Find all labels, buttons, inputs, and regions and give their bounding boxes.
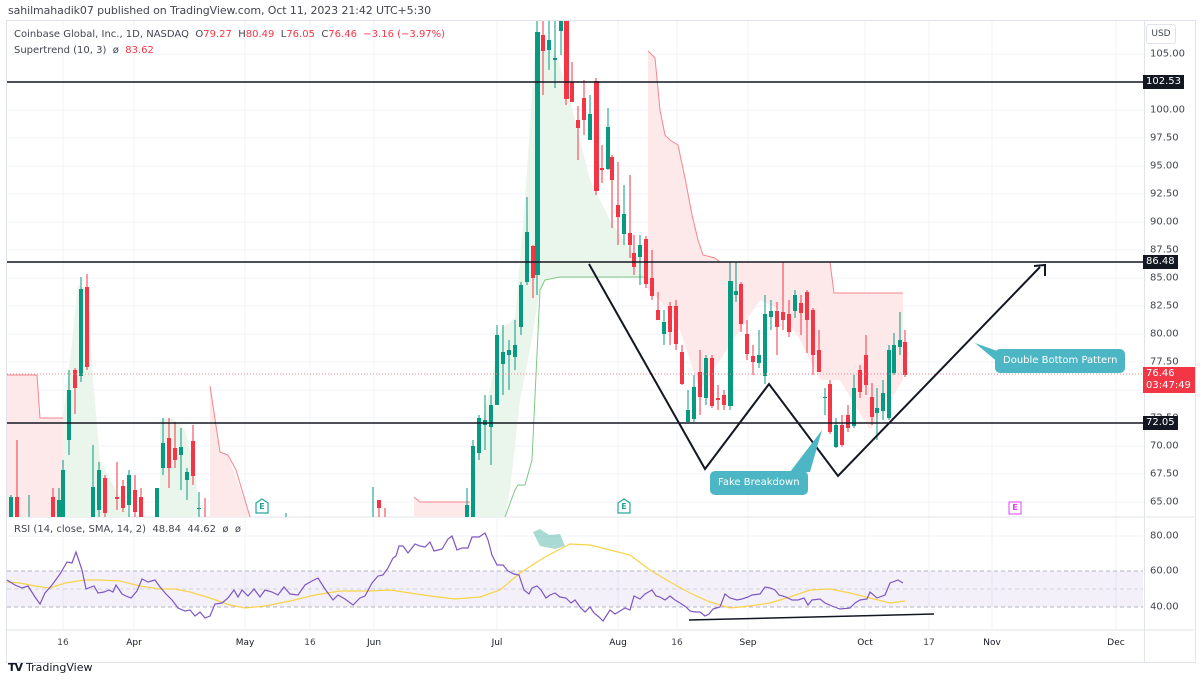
supertrend-bearish-fill [7, 51, 903, 517]
earnings-badges[interactable] [255, 498, 1022, 515]
rsi-divergence-line [688, 613, 935, 621]
footer-branding: TV TradingView [8, 661, 93, 674]
rsi-sma-line [6, 543, 906, 609]
price-axis-frame [1144, 20, 1196, 663]
earnings-icon [1008, 501, 1022, 515]
double-bottom-callout[interactable]: Double Bottom Pattern [995, 349, 1126, 373]
fake-breakdown-callout[interactable]: Fake Breakdown [710, 471, 808, 495]
change-value: −3.16 (−3.97%) [363, 29, 446, 40]
supertrend-bullish-fill [63, 50, 648, 517]
time-grid [62, 21, 1117, 630]
supertrend-label[interactable]: Supertrend (10, 3) [14, 45, 107, 56]
double-bottom-drawing[interactable] [588, 263, 1041, 478]
last-price-tag: 76.46 03:47:49 [1143, 367, 1195, 393]
supertrend-symbol: ø [112, 45, 119, 56]
double-bottom-callout-tail [975, 343, 1000, 364]
tradingview-brand: TradingView [26, 661, 93, 674]
symbol-name[interactable]: Coinbase Global, Inc., 1D, NASDAQ [14, 29, 189, 40]
last-price-value: 76.46 [1146, 368, 1175, 379]
rsi-value: 48.84 [152, 524, 182, 535]
publisher-line: sahilmahadik07 published on TradingView.… [8, 4, 431, 17]
supertrend-bullish-line [504, 276, 648, 517]
rsi-sma-value: 44.62 [187, 524, 217, 535]
currency-button[interactable]: USD [1146, 24, 1176, 44]
rsi-label[interactable]: RSI (14, close, SMA, 14, 2) [14, 524, 147, 535]
earnings-icon [617, 498, 631, 514]
earnings-icon [255, 498, 269, 514]
rsi-legend: RSI (14, close, SMA, 14, 2) 48.84 44.62 … [14, 524, 242, 535]
rsi-pane [6, 529, 1143, 622]
rsi-line [6, 532, 904, 622]
open-value: 79.27 [203, 29, 232, 40]
low-value: 76.05 [286, 29, 315, 40]
high-value: 80.49 [245, 29, 275, 40]
price-grid [7, 53, 1143, 503]
level-tag-102: 102.53 [1143, 75, 1184, 89]
supertrend-value: 83.62 [125, 45, 154, 56]
tradingview-logo-icon: TV [8, 661, 23, 674]
symbol-legend: Coinbase Global, Inc., 1D, NASDAQ O79.27… [14, 29, 446, 56]
earnings-badge-aug[interactable]: E [621, 502, 627, 511]
close-value: 76.46 [328, 29, 357, 40]
level-tag-86: 86.48 [1143, 255, 1178, 269]
support-resistance-lines[interactable] [7, 81, 1143, 424]
level-tag-72: 72.05 [1143, 416, 1178, 430]
arrow-head-icon [1033, 263, 1046, 276]
chart-frame [6, 20, 1145, 663]
earnings-badge-upcoming[interactable]: E [1012, 503, 1018, 512]
fake-breakdown-callout-tail [790, 430, 822, 472]
bar-countdown: 03:47:49 [1146, 380, 1191, 391]
earnings-badge-may[interactable]: E [259, 502, 265, 511]
